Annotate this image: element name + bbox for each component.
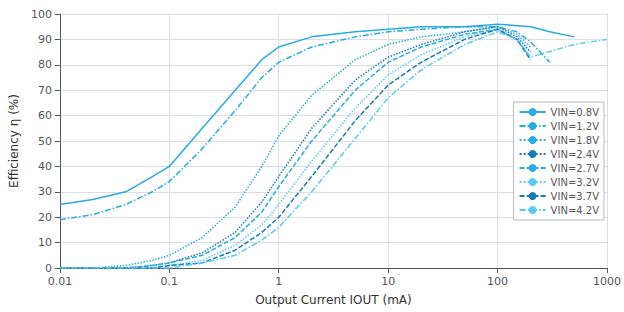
svg-text:VIN=3.7V: VIN=3.7V xyxy=(551,191,600,202)
svg-text:10: 10 xyxy=(38,236,52,249)
svg-text:100: 100 xyxy=(31,8,52,21)
svg-text:VIN=1.2V: VIN=1.2V xyxy=(551,121,600,132)
svg-text:VIN=4.2V: VIN=4.2V xyxy=(551,205,600,216)
svg-text:50: 50 xyxy=(38,135,52,148)
svg-text:Efficiency η (%): Efficiency η (%) xyxy=(7,94,21,188)
svg-text:VIN=2.4V: VIN=2.4V xyxy=(551,149,600,160)
svg-text:100: 100 xyxy=(487,275,508,288)
svg-text:0.01: 0.01 xyxy=(48,275,73,288)
svg-text:20: 20 xyxy=(38,211,52,224)
svg-text:VIN=2.7V: VIN=2.7V xyxy=(551,163,600,174)
svg-text:0: 0 xyxy=(45,262,52,275)
svg-text:60: 60 xyxy=(38,109,52,122)
svg-text:VIN=0.8V: VIN=0.8V xyxy=(551,107,600,118)
svg-text:Output Current IOUT (mA): Output Current IOUT (mA) xyxy=(255,293,412,307)
svg-text:VIN=1.8V: VIN=1.8V xyxy=(551,135,600,146)
svg-text:40: 40 xyxy=(38,160,52,173)
svg-text:1000: 1000 xyxy=(593,275,621,288)
svg-text:90: 90 xyxy=(38,33,52,46)
svg-text:1: 1 xyxy=(275,275,282,288)
svg-text:80: 80 xyxy=(38,58,52,71)
svg-text:10: 10 xyxy=(381,275,395,288)
svg-text:VIN=3.2V: VIN=3.2V xyxy=(551,177,600,188)
svg-text:70: 70 xyxy=(38,84,52,97)
svg-text:0.1: 0.1 xyxy=(161,275,179,288)
svg-text:30: 30 xyxy=(38,185,52,198)
